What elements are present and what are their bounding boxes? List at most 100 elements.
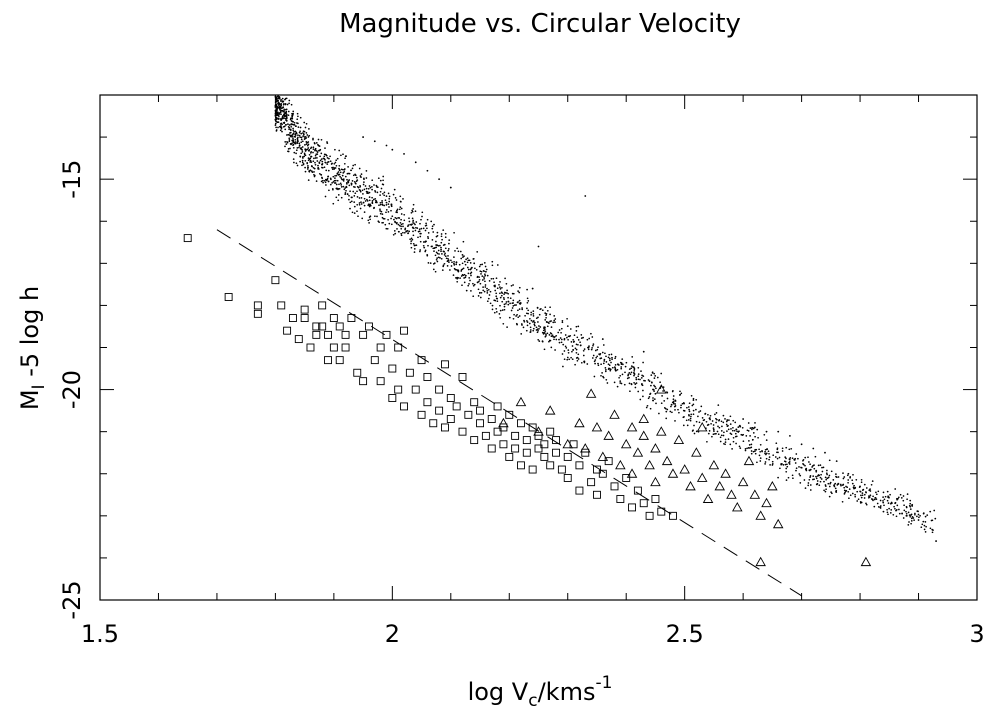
data-point-dot: [404, 228, 406, 231]
data-point-dot: [415, 221, 418, 223]
data-point-dot: [818, 484, 821, 487]
data-point-dot: [562, 365, 564, 368]
data-point-dot: [653, 384, 655, 387]
data-point-dot: [568, 358, 571, 361]
data-point-dot: [616, 368, 619, 371]
data-point-dot: [920, 526, 923, 529]
data-point-dot: [411, 210, 414, 213]
data-point-dot: [882, 500, 884, 502]
data-point-dot: [398, 208, 401, 211]
data-point-dot: [285, 108, 288, 111]
data-point-square: [300, 305, 309, 314]
data-point-dot: [295, 162, 298, 165]
data-point-dot: [414, 210, 417, 213]
data-point-square: [183, 234, 192, 243]
data-point-dot: [365, 177, 368, 179]
data-point-dot: [865, 502, 867, 505]
data-point-dot: [631, 356, 634, 358]
data-point-dot: [654, 392, 657, 395]
data-point-dot: [391, 148, 394, 151]
data-point-dot: [642, 361, 644, 364]
x-axis-label-main: log V: [468, 678, 529, 706]
data-point-dot: [443, 262, 446, 265]
data-point-dot: [863, 483, 866, 486]
data-point-dot: [278, 115, 280, 117]
data-point-dot: [863, 493, 866, 496]
data-point-dot: [922, 520, 925, 523]
data-point-dot: [287, 110, 290, 113]
data-point-dot: [277, 117, 280, 120]
data-point-dot: [368, 191, 371, 194]
data-point-dot: [296, 137, 299, 140]
data-point-dot: [397, 223, 400, 226]
data-point-dot: [494, 299, 497, 302]
data-point-dot: [351, 180, 354, 182]
data-point-square: [511, 431, 520, 440]
data-point-dot: [495, 295, 498, 298]
data-point-square: [476, 406, 484, 415]
data-point-dot: [592, 344, 594, 347]
data-point-dot: [548, 334, 551, 336]
data-point-dot: [456, 277, 459, 280]
data-point-square: [505, 452, 514, 461]
data-point-dot: [635, 382, 638, 384]
data-point-dot: [680, 392, 683, 395]
data-point-dot: [344, 175, 347, 178]
data-point-dot: [444, 232, 447, 235]
data-point-dot: [283, 102, 285, 105]
data-point-dot: [383, 191, 386, 194]
data-point-dot: [304, 150, 307, 152]
series-triangles: [498, 384, 872, 567]
data-point-dot: [843, 486, 846, 489]
data-point-dot: [336, 179, 339, 182]
data-point-dot: [400, 223, 403, 226]
data-point-dot: [376, 186, 379, 189]
data-point-dot: [443, 254, 446, 256]
data-point-dot: [303, 121, 306, 124]
data-point-dot: [876, 502, 879, 505]
data-point-dot: [517, 316, 520, 319]
data-point-dot: [412, 226, 414, 229]
data-point-dot: [752, 432, 755, 434]
data-point-dot: [831, 492, 833, 495]
data-point-dot: [648, 380, 651, 383]
data-point-dot: [363, 211, 366, 213]
data-point-dot: [363, 188, 366, 191]
data-point-dot: [440, 257, 443, 260]
data-point-dot: [487, 297, 490, 300]
data-point-dot: [368, 222, 370, 224]
data-point-dot: [425, 222, 427, 225]
data-point-dot: [755, 448, 758, 451]
data-point-dot: [886, 490, 889, 493]
data-point-dot: [568, 335, 571, 338]
data-point-dot: [747, 447, 750, 449]
data-point-dot: [902, 495, 905, 497]
data-point-dot: [338, 164, 341, 167]
data-point-dot: [335, 159, 338, 162]
data-point-dot: [894, 488, 897, 490]
data-point-dot: [477, 295, 480, 297]
data-point-triangle: [755, 510, 766, 520]
data-point-dot: [774, 456, 777, 458]
data-point-square: [616, 495, 625, 503]
data-point-triangle: [732, 501, 743, 512]
data-point-dot: [292, 114, 294, 116]
data-point-dot: [849, 494, 852, 497]
data-point-dot: [752, 450, 755, 453]
data-point-dot: [577, 325, 580, 328]
data-point-dot: [637, 390, 640, 393]
data-point-square: [534, 444, 543, 453]
data-point-dot: [278, 104, 280, 107]
data-point-dot: [601, 372, 603, 374]
data-point-dot: [390, 223, 393, 226]
data-point-dot: [887, 502, 890, 504]
data-point-triangle: [562, 438, 574, 449]
data-point-dot: [287, 123, 289, 125]
data-point-dot: [379, 190, 382, 193]
data-point-dot: [916, 515, 918, 518]
data-point-dot: [468, 259, 471, 262]
data-point-dot: [929, 510, 932, 513]
data-point-dot: [513, 313, 515, 316]
data-point-dot: [835, 473, 837, 475]
data-point-dot: [360, 203, 363, 205]
